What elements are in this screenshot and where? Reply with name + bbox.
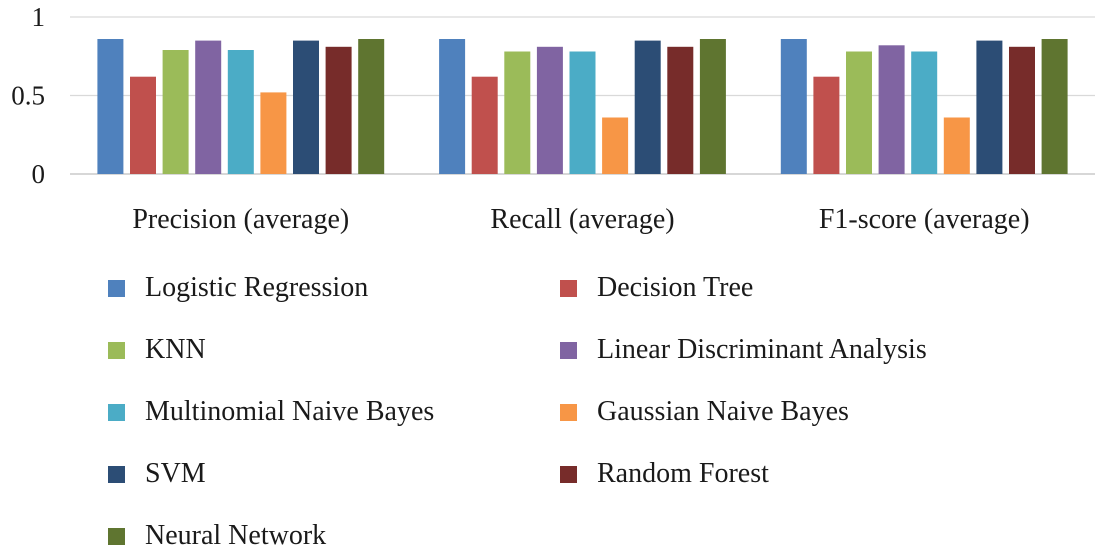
legend-label: Decision Tree	[597, 272, 754, 303]
bar	[1009, 46, 1035, 174]
legend-item: Multinomial Naive Bayes	[108, 394, 434, 430]
bar	[358, 39, 385, 174]
x-axis-categories: Precision (average) Recall (average) F1-sc…	[132, 204, 1029, 235]
legend-swatch	[108, 465, 125, 483]
legend-item: Random Forest	[560, 456, 769, 492]
legend-label: Linear Discriminant Analysis	[597, 334, 927, 365]
bar	[504, 51, 531, 174]
x-category-label: F1-score (average)	[819, 204, 1030, 235]
x-category-label: Precision (average)	[132, 204, 349, 235]
bar-chart: 00.51 Precision (average) Recall (average…	[11, 2, 1095, 235]
legend-swatch	[108, 341, 125, 359]
bar	[911, 51, 938, 174]
legend-item: Decision Tree	[560, 270, 753, 306]
bar	[846, 51, 872, 174]
bar	[569, 51, 596, 174]
bar	[325, 46, 352, 174]
legend-label: Logistic Regression	[145, 272, 369, 303]
legend-label: Gaussian Naive Bayes	[597, 396, 849, 427]
bar	[1041, 39, 1068, 174]
bar	[227, 50, 254, 174]
legend-swatch	[560, 279, 577, 297]
bar	[439, 39, 466, 174]
bar	[97, 39, 124, 174]
bar	[162, 50, 189, 174]
legend-swatch	[108, 279, 125, 297]
bar	[699, 39, 726, 174]
legend-item: KNN	[108, 332, 206, 368]
bar	[976, 40, 1003, 174]
bar	[293, 40, 319, 174]
bar	[195, 40, 222, 174]
bar	[878, 45, 905, 174]
bar	[536, 46, 563, 174]
x-category-label: Recall (average)	[490, 204, 674, 235]
legend-label: Random Forest	[597, 458, 769, 489]
legend-label: Multinomial Naive Bayes	[145, 396, 435, 427]
legend-swatch	[108, 403, 125, 421]
legend-swatch	[108, 527, 125, 545]
y-axis-ticks: 00.51	[11, 2, 45, 189]
bar	[813, 76, 840, 174]
bar	[471, 76, 498, 174]
legend-item: Gaussian Naive Bayes	[560, 394, 849, 430]
bar	[602, 117, 629, 174]
bar	[260, 92, 287, 174]
y-tick-label: 1	[32, 2, 46, 32]
bar	[780, 39, 807, 174]
y-tick-label: 0.5	[11, 81, 45, 111]
legend-item: Neural Network	[108, 518, 326, 554]
legend-item: Linear Discriminant Analysis	[560, 332, 927, 368]
bar	[667, 46, 694, 174]
legend-item: Logistic Regression	[108, 270, 368, 306]
bar	[943, 117, 970, 174]
bars	[97, 39, 1068, 174]
legend-swatch	[560, 341, 577, 359]
bar	[634, 40, 661, 174]
y-tick-label: 0	[32, 159, 46, 189]
legend-label: Neural Network	[145, 520, 327, 551]
legend-swatch	[560, 465, 577, 483]
legend-label: KNN	[145, 334, 206, 365]
legend-label: SVM	[145, 458, 206, 489]
legend-item: SVM	[108, 456, 206, 492]
bar	[130, 76, 156, 174]
legend-swatch	[560, 403, 577, 421]
